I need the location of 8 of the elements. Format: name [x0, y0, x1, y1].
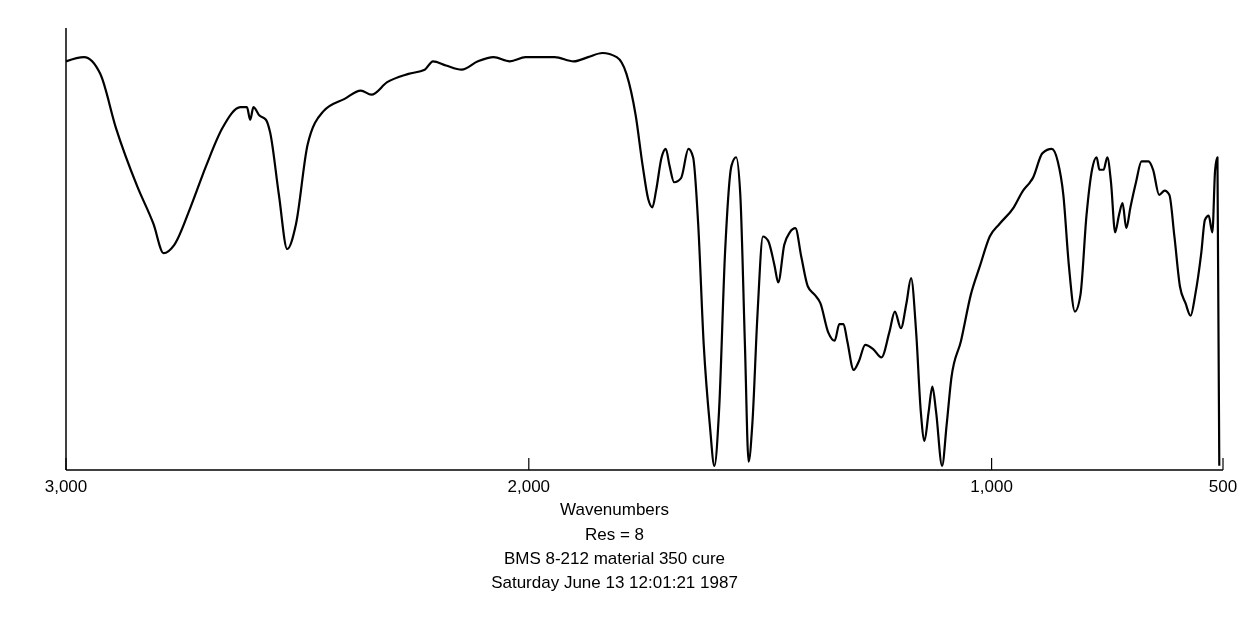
x-tick-label: 2,000: [507, 477, 551, 496]
x-tick-label: 3,000: [44, 477, 88, 496]
text: Res = 8: [584, 525, 645, 544]
text: BMS 8-212 material 350 cure: [503, 549, 726, 568]
text: Saturday June 13 12:01:21 1987: [491, 573, 738, 592]
x-axis-title: Wavenumbers: [560, 500, 669, 519]
x-tick-label: 1,000: [970, 477, 1013, 496]
x-tick-label: 500: [1208, 477, 1238, 496]
